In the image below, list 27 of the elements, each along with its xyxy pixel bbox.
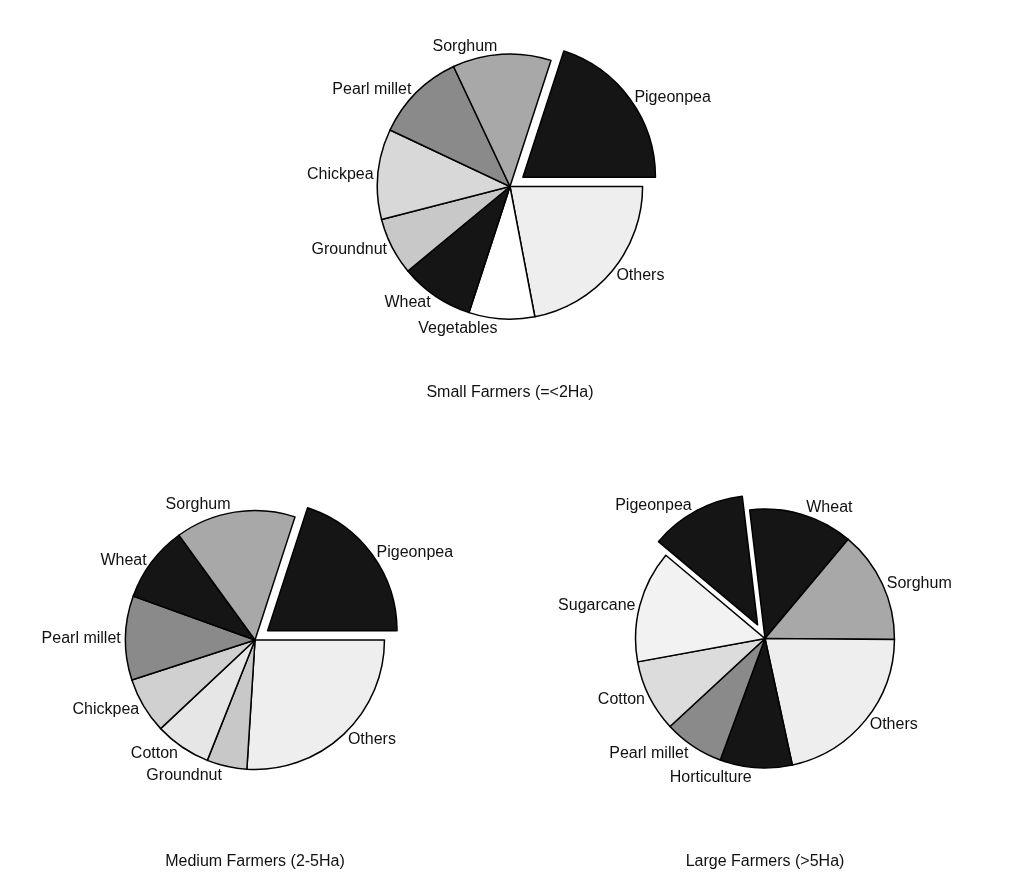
slice-label: Cotton [130, 744, 178, 762]
slice-label: Pigeonpea [634, 87, 712, 105]
slice-label: Wheat [100, 550, 148, 568]
slice-label: Cotton [597, 689, 645, 707]
text: Medium Farmers (2-5Ha) [165, 851, 345, 869]
slice-label: Sugarcane [558, 596, 636, 614]
slice-label: Sorghum [432, 37, 498, 55]
slice-label: Sorghum [886, 574, 952, 592]
slice-label: Others [869, 715, 918, 733]
slice-label: Chickpea [72, 699, 140, 717]
slice-label: Vegetables [418, 318, 498, 336]
text: Small Farmers (=<2Ha) [426, 382, 594, 400]
slice-label: Pigeonpea [376, 543, 454, 561]
slice-label: Wheat [806, 498, 854, 516]
slice-label: Others [347, 730, 396, 748]
slice-label: Pearl millet [609, 743, 689, 761]
slice-label: Horticulture [669, 767, 752, 785]
slice-label: Pigeonpea [615, 495, 692, 513]
slice-label: Groundnut [311, 239, 388, 257]
slice-label: Chickpea [306, 165, 374, 183]
slice-label: Pearl millet [332, 80, 412, 97]
slice-label: Wheat [384, 293, 432, 311]
text: Large Farmers (>5Ha) [685, 851, 845, 869]
slice-label: Pearl millet [41, 629, 122, 647]
slice-label: Others [616, 265, 665, 283]
slice-label: Groundnut [146, 765, 223, 783]
slice-label: Sorghum [165, 495, 231, 513]
